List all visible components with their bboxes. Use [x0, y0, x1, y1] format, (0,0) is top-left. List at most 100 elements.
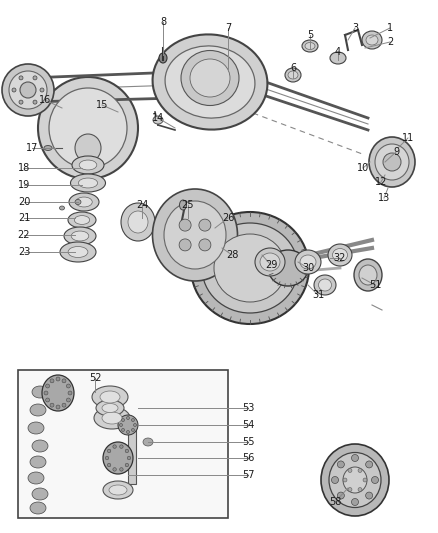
Ellipse shape — [352, 455, 358, 462]
Ellipse shape — [260, 253, 280, 271]
Ellipse shape — [328, 244, 352, 266]
Ellipse shape — [113, 445, 117, 448]
Bar — [18, 370, 228, 518]
Text: 24: 24 — [136, 200, 148, 210]
Text: 22: 22 — [18, 230, 30, 240]
Ellipse shape — [109, 485, 127, 495]
Ellipse shape — [330, 52, 346, 64]
Ellipse shape — [128, 211, 148, 233]
Text: 26: 26 — [222, 213, 234, 223]
Ellipse shape — [134, 424, 137, 426]
Ellipse shape — [68, 391, 72, 395]
Ellipse shape — [199, 239, 211, 251]
Text: 12: 12 — [375, 177, 387, 187]
Ellipse shape — [214, 234, 286, 302]
Ellipse shape — [369, 137, 415, 187]
Text: 52: 52 — [89, 373, 101, 383]
Ellipse shape — [255, 248, 285, 276]
Ellipse shape — [152, 35, 268, 130]
Ellipse shape — [107, 449, 111, 453]
Text: 6: 6 — [290, 63, 296, 73]
Text: 23: 23 — [18, 247, 30, 257]
Ellipse shape — [153, 116, 163, 124]
Ellipse shape — [40, 88, 44, 92]
Ellipse shape — [92, 386, 128, 408]
Ellipse shape — [268, 250, 308, 286]
Ellipse shape — [32, 440, 48, 452]
Ellipse shape — [60, 242, 96, 262]
Ellipse shape — [332, 248, 347, 262]
Ellipse shape — [74, 216, 90, 224]
Ellipse shape — [179, 239, 191, 251]
Text: 28: 28 — [226, 250, 238, 260]
Ellipse shape — [44, 391, 48, 395]
Ellipse shape — [75, 199, 81, 205]
Ellipse shape — [366, 461, 373, 468]
Ellipse shape — [121, 203, 155, 241]
Ellipse shape — [79, 160, 97, 170]
Ellipse shape — [321, 444, 389, 516]
Ellipse shape — [75, 134, 101, 162]
Ellipse shape — [102, 412, 122, 424]
Ellipse shape — [383, 153, 401, 171]
Ellipse shape — [69, 193, 99, 211]
Text: 5: 5 — [307, 30, 313, 40]
Text: 14: 14 — [152, 113, 164, 123]
Ellipse shape — [120, 445, 123, 448]
Text: 2: 2 — [387, 37, 393, 47]
Ellipse shape — [19, 76, 23, 80]
Ellipse shape — [68, 246, 88, 257]
Ellipse shape — [32, 386, 48, 398]
Ellipse shape — [348, 488, 352, 491]
Ellipse shape — [366, 492, 373, 499]
Ellipse shape — [76, 197, 92, 207]
Ellipse shape — [371, 477, 378, 483]
Ellipse shape — [118, 415, 138, 435]
Ellipse shape — [366, 35, 378, 45]
Ellipse shape — [358, 488, 362, 491]
Ellipse shape — [28, 472, 44, 484]
Ellipse shape — [49, 88, 127, 168]
Ellipse shape — [343, 467, 367, 493]
Ellipse shape — [62, 403, 66, 407]
Text: 9: 9 — [393, 147, 399, 157]
Ellipse shape — [71, 231, 89, 241]
Text: 16: 16 — [39, 95, 51, 105]
Text: 17: 17 — [26, 143, 38, 153]
Ellipse shape — [62, 379, 66, 383]
Text: 13: 13 — [378, 193, 390, 203]
Text: 10: 10 — [357, 163, 369, 173]
Ellipse shape — [305, 43, 315, 50]
Ellipse shape — [363, 478, 367, 482]
Ellipse shape — [358, 469, 362, 472]
Ellipse shape — [131, 418, 134, 422]
Text: 21: 21 — [18, 213, 30, 223]
Ellipse shape — [314, 275, 336, 295]
Ellipse shape — [30, 404, 46, 416]
Ellipse shape — [103, 442, 133, 474]
Ellipse shape — [127, 431, 130, 433]
Ellipse shape — [33, 76, 37, 80]
Ellipse shape — [359, 265, 377, 285]
Text: 31: 31 — [312, 290, 324, 300]
Text: 18: 18 — [18, 163, 30, 173]
Ellipse shape — [122, 418, 124, 422]
Text: 8: 8 — [160, 17, 166, 27]
Ellipse shape — [20, 82, 36, 98]
Text: 15: 15 — [96, 100, 108, 110]
Ellipse shape — [113, 467, 117, 471]
Ellipse shape — [348, 469, 352, 472]
Text: 20: 20 — [18, 197, 30, 207]
Ellipse shape — [302, 40, 318, 52]
Text: 25: 25 — [182, 200, 194, 210]
Ellipse shape — [94, 407, 130, 429]
Ellipse shape — [337, 492, 344, 499]
Text: 54: 54 — [242, 420, 254, 430]
Text: 32: 32 — [334, 253, 346, 263]
Ellipse shape — [96, 400, 124, 416]
Ellipse shape — [50, 403, 54, 407]
Ellipse shape — [329, 453, 381, 507]
Text: 11: 11 — [402, 133, 414, 143]
Ellipse shape — [78, 178, 98, 188]
Ellipse shape — [56, 377, 60, 381]
